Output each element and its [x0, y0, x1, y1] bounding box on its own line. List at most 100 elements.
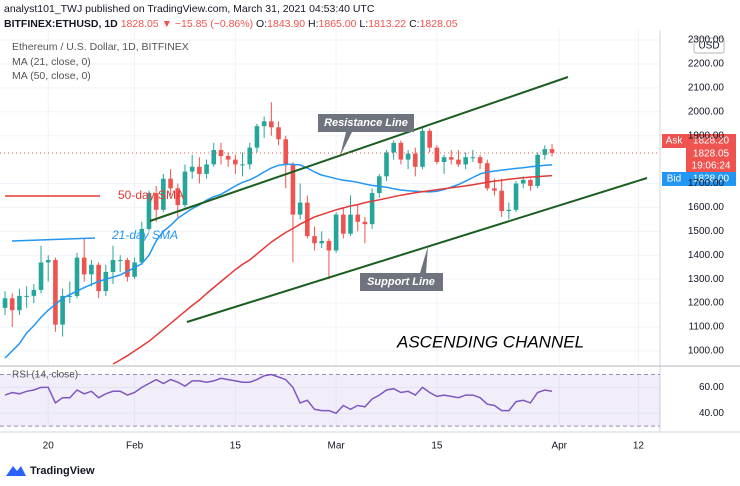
bid-value-tag — [686, 172, 736, 186]
candle-body — [448, 157, 454, 160]
candle-body — [326, 240, 332, 251]
x-tick-label: 12 — [633, 441, 645, 452]
line-series — [4, 373, 553, 415]
candle-body — [405, 153, 411, 160]
currency: USD — [698, 41, 719, 52]
candle-body — [549, 149, 555, 153]
publisher: analyst101_TWJ published on TradingView.… — [4, 3, 375, 15]
candle-body — [441, 157, 447, 162]
logo — [6, 466, 26, 476]
h-value: 1865.00 — [319, 18, 357, 30]
last-price: 1828.05 — [693, 149, 730, 160]
support-callout — [360, 246, 443, 291]
currency-box — [693, 37, 725, 54]
candle-body — [427, 130, 432, 148]
candle-body — [81, 257, 87, 275]
candle-body — [38, 262, 44, 290]
candle-body — [499, 190, 504, 212]
candle-body — [261, 121, 267, 127]
candle-body — [269, 121, 274, 128]
y-tick-label: 60.00 — [699, 382, 724, 393]
candle-body — [67, 295, 73, 297]
candle-body — [89, 264, 94, 275]
y-tick-label: 2200.00 — [688, 59, 725, 70]
footer-brand: TradingView — [30, 465, 95, 477]
candle-body — [189, 166, 195, 172]
candle-body — [506, 209, 512, 212]
bid-value: 1828.00 — [693, 174, 730, 185]
countdown: 19:06:24 — [692, 161, 731, 172]
y-tick-label: 1000.00 — [688, 346, 725, 357]
y-tick-label: 1600.00 — [688, 202, 725, 213]
last-tag — [686, 148, 736, 173]
candle-body — [484, 163, 490, 189]
o-value: 1843.90 — [267, 18, 305, 30]
candle-body — [45, 260, 51, 263]
candle-body — [103, 271, 109, 292]
candle-body — [240, 164, 245, 166]
candle-body — [305, 202, 310, 237]
candle-body — [312, 236, 317, 244]
sma21-label: 21-day SMA — [111, 228, 178, 242]
candle-body — [290, 164, 296, 215]
candle-body — [204, 164, 209, 174]
candle-body — [283, 139, 289, 165]
symbol: BITFINEX:ETHUSD, 1D — [4, 18, 118, 30]
candle-body — [182, 171, 188, 206]
candle-body — [434, 147, 440, 162]
candle-body — [2, 298, 8, 308]
candle-body — [168, 178, 173, 189]
candle-body — [53, 260, 58, 325]
l-label: L: — [359, 18, 368, 30]
y-tick-label: 1400.00 — [688, 250, 725, 261]
l-value: 1813.22 — [368, 18, 406, 30]
h-label: H: — [308, 18, 319, 30]
candle-body — [96, 264, 101, 292]
candle-body — [74, 257, 80, 296]
candle-body — [9, 298, 15, 311]
candle-body — [139, 228, 145, 263]
candle-body — [125, 260, 130, 277]
line-series — [4, 163, 553, 359]
candle-body — [146, 193, 152, 229]
x-tick-label: 20 — [43, 441, 55, 452]
resistance-label: Resistance Line — [324, 117, 408, 129]
last: 1828.05 — [121, 18, 159, 30]
candle-body — [233, 159, 238, 165]
candle-body — [412, 153, 418, 167]
candle-body — [117, 260, 123, 262]
y-tick-label: 1100.00 — [689, 322, 725, 333]
sma50-label: 50-day SMA — [118, 188, 184, 202]
support-label: Support Line — [367, 276, 435, 288]
legend-title: Ethereum / U.S. Dollar, 1D, BITFINEX — [12, 41, 189, 53]
x-tick-label: Feb — [126, 441, 144, 452]
y-tick-label: 2300.00 — [688, 35, 725, 46]
resistance-trendline — [149, 76, 569, 222]
candle-body — [355, 214, 361, 222]
y-tick-label: 1500.00 — [688, 226, 725, 237]
marks — [0, 102, 660, 427]
candle-body — [31, 289, 37, 296]
y-tick-label: 2100.00 — [688, 83, 725, 94]
candle-body — [528, 179, 533, 186]
line-series — [112, 174, 553, 365]
candle-body — [24, 295, 29, 297]
candle-body — [175, 188, 181, 206]
candle-body — [470, 157, 476, 159]
candle-body — [492, 188, 497, 191]
candle-body — [211, 150, 217, 165]
channel-label: ASCENDING CHANNEL — [396, 332, 584, 351]
rsi-legend: RSI (14, close) — [12, 370, 78, 381]
y-tick-label: 1300.00 — [688, 274, 725, 285]
candle-body — [254, 126, 260, 148]
change: ▼ −15.85 (−0.86%) — [162, 18, 254, 30]
candle-body — [132, 262, 137, 277]
candle-body — [348, 214, 353, 234]
x-tick-label: Mar — [328, 441, 346, 452]
candle-body — [542, 149, 548, 155]
candle-body — [420, 130, 425, 167]
quote-line: BITFINEX:ETHUSD, 1D 1828.05 ▼ −15.85 (−0… — [4, 18, 458, 30]
sma21-marker-line — [11, 237, 96, 242]
